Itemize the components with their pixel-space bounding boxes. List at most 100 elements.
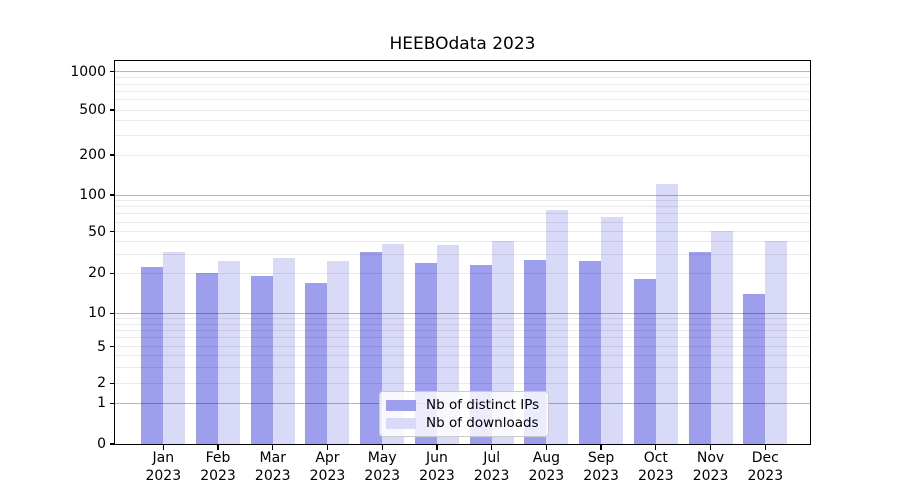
y-tick-label: 5 (97, 338, 106, 355)
bar-nb-of-distinct-ips-oct (633, 279, 656, 444)
y-tick-label: 10 (88, 305, 106, 322)
gridline-minor (115, 317, 810, 319)
y-tick-mark (109, 154, 115, 156)
y-tick-mark (109, 443, 115, 445)
x-tick-mark (381, 445, 383, 450)
bar-nb-of-downloads-mar (272, 258, 295, 444)
x-tick-label-sep: Sep 2023 (583, 450, 619, 484)
legend-row: Nb of distinct IPs (386, 396, 539, 414)
y-tick-mark (109, 194, 115, 196)
gridline-minor (115, 134, 810, 136)
gridline-minor (115, 206, 810, 208)
bar-nb-of-downloads-feb (218, 261, 241, 444)
gridline-minor (115, 254, 810, 256)
legend-swatch-downloads (386, 417, 416, 429)
y-tick-label: 200 (79, 147, 106, 163)
gridline-minor (115, 120, 810, 122)
y-tick-mark (109, 109, 115, 111)
y-tick-label: 20 (88, 265, 106, 282)
x-tick-label-apr: Apr 2023 (309, 450, 346, 484)
x-tick-label-dec: Dec 2023 (747, 450, 784, 484)
y-tick-mark (109, 272, 115, 274)
x-tick-label-feb: Feb 2023 (200, 450, 236, 484)
gridline-minor (115, 109, 810, 111)
legend-row: Nb of downloads (386, 414, 539, 432)
gridline-minor (115, 272, 810, 274)
gridline-minor (115, 382, 810, 384)
legend-swatch-distinct-ips (386, 399, 416, 411)
y-tick-mark (109, 71, 115, 73)
gridline-minor (115, 83, 810, 85)
bar-nb-of-distinct-ips-may (360, 251, 383, 444)
x-tick-mark (491, 445, 493, 450)
gridline-minor (115, 323, 810, 325)
x-tick-label-jan: Jan 2023 (145, 450, 182, 484)
x-tick-mark (436, 445, 438, 450)
y-tick-label: 1000 (70, 63, 106, 80)
bar-nb-of-distinct-ips-dec (743, 293, 766, 444)
gridline-minor (115, 221, 810, 223)
gridline-minor (115, 99, 810, 101)
bar-nb-of-downloads-jan (163, 251, 186, 444)
bar-nb-of-downloads-nov (710, 230, 733, 444)
bar-nb-of-distinct-ips-sep (579, 261, 602, 444)
y-tick-label: 2 (97, 375, 106, 392)
bar-nb-of-downloads-sep (601, 217, 624, 444)
gridline-minor (115, 77, 810, 79)
gridline-minor (115, 90, 810, 92)
gridline-minor (115, 337, 810, 339)
x-tick-label-nov: Nov 2023 (692, 450, 729, 484)
y-tick-mark (109, 231, 115, 233)
bar-nb-of-distinct-ips-nov (688, 251, 711, 444)
x-tick-mark (217, 445, 219, 450)
y-tick-mark (109, 382, 115, 384)
bar-nb-of-distinct-ips-jan (141, 266, 164, 444)
y-tick-mark (109, 346, 115, 348)
x-tick-mark (655, 445, 657, 450)
y-tick-label: 1 (97, 395, 106, 412)
gridline-minor (115, 154, 810, 156)
legend: Nb of distinct IPs Nb of downloads (379, 391, 550, 437)
gridline-minor (115, 329, 810, 331)
bar-nb-of-downloads-oct (655, 184, 678, 444)
x-tick-mark (709, 445, 712, 450)
bar-nb-of-downloads-dec (765, 240, 788, 444)
gridline-minor (115, 355, 810, 357)
x-tick-mark (600, 445, 602, 450)
gridline-minor (115, 213, 810, 215)
gridline-major (115, 312, 810, 314)
x-tick-mark (545, 445, 548, 450)
gridline-minor (115, 366, 810, 368)
bar-nb-of-downloads-aug (546, 210, 569, 444)
gridline-minor (115, 346, 810, 348)
y-tick-label: 100 (79, 187, 106, 203)
gridline-minor (115, 241, 810, 243)
y-tick-label: 500 (79, 102, 106, 118)
y-tick-mark (109, 312, 115, 314)
x-tick-mark (764, 445, 766, 450)
legend-label-distinct-ips: Nb of distinct IPs (426, 397, 540, 413)
bar-nb-of-downloads-apr (327, 261, 350, 444)
chart-title: HEEBOdata 2023 (389, 34, 536, 54)
y-tick-label: 0 (97, 436, 106, 452)
x-tick-mark (162, 445, 164, 450)
x-tick-label-jul: Jul 2023 (473, 450, 510, 484)
x-tick-mark (326, 445, 329, 450)
bar-nb-of-distinct-ips-feb (196, 273, 219, 444)
x-tick-mark (272, 445, 274, 450)
gridline-minor (115, 231, 810, 233)
y-tick-label: 50 (88, 223, 106, 240)
gridline-major (115, 194, 810, 196)
bar-nb-of-distinct-ips-apr (305, 282, 328, 444)
x-tick-label-mar: Mar 2023 (254, 450, 291, 484)
y-tick-mark (109, 402, 115, 404)
plot-area (114, 60, 811, 445)
legend-label-downloads: Nb of downloads (426, 415, 539, 431)
bar-nb-of-distinct-ips-mar (250, 276, 273, 444)
x-tick-label-may: May 2023 (364, 450, 401, 484)
gridline-minor (115, 200, 810, 202)
x-tick-label-oct: Oct 2023 (638, 450, 674, 484)
x-tick-label-jun: Jun 2023 (419, 450, 455, 484)
gridline-major (115, 71, 810, 73)
